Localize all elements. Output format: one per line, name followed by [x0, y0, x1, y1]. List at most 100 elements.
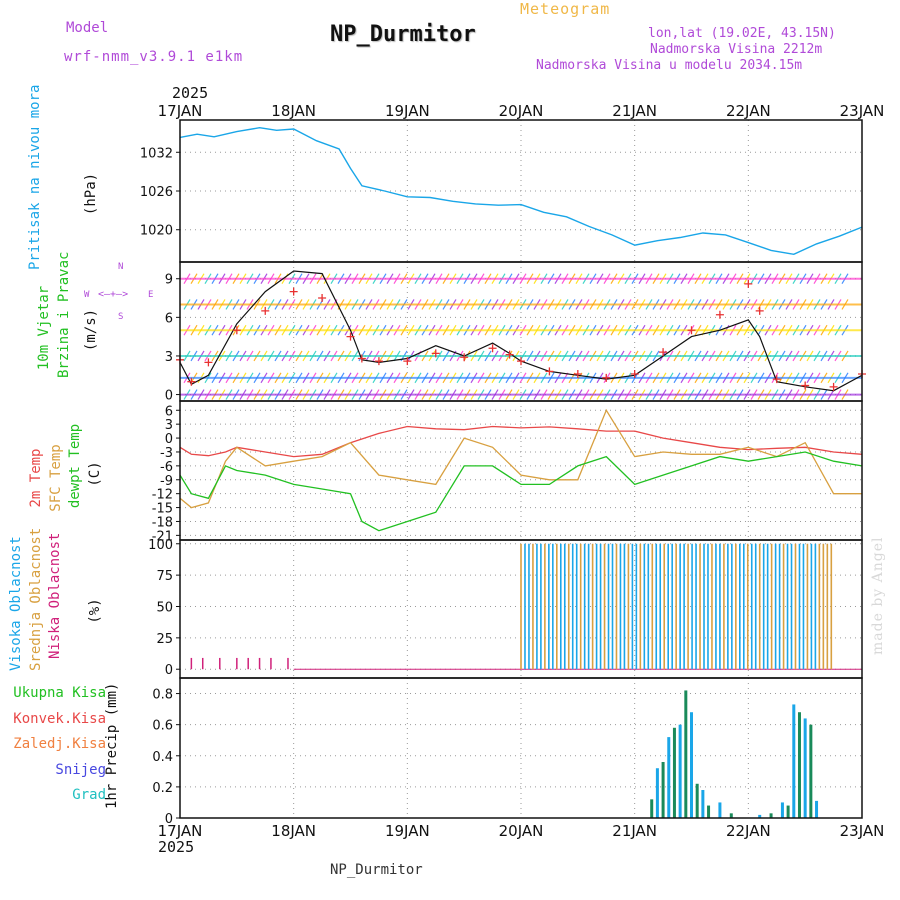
gust-marker [232, 326, 241, 335]
precip-bar [661, 762, 665, 818]
gust-marker [687, 326, 696, 335]
precip-bar [690, 712, 693, 818]
y-tick-label: 0 [165, 663, 173, 678]
precip-bar [655, 768, 659, 818]
wind-compass: W E N S <—+—> [84, 262, 156, 322]
meteogram-label: Meteogram [520, 0, 611, 18]
precip-bar [678, 724, 682, 818]
legend-rain-freezing: Zaledj.Kisa [13, 736, 106, 752]
precip-bar [695, 783, 699, 818]
panel-frame-5 [179, 677, 863, 819]
y-tick-label: -21 [152, 529, 173, 544]
precip-bar [792, 704, 796, 818]
legend-hail: Grad [72, 787, 106, 803]
pressure-unit-label: (hPa) [83, 172, 99, 216]
precip-bar [769, 813, 773, 818]
y-tick-label: 0 [165, 389, 173, 404]
gust-marker [715, 310, 724, 319]
gust-marker [772, 375, 781, 384]
precip-bar [815, 800, 819, 818]
y-tick-label: 50 [156, 600, 173, 615]
y-tick-label: 0.2 [152, 781, 173, 796]
wind-axis-label-b: Brzina i Pravac [56, 251, 72, 378]
precip-bar [718, 802, 722, 818]
x-tick-label-bottom: 23JAN [840, 822, 885, 840]
x-tick-label-bottom: 22JAN [726, 822, 771, 840]
x-tick-label-bottom: 17JAN [158, 822, 203, 840]
gust-marker [318, 294, 327, 303]
temp-2m-label: 2m Temp [28, 448, 44, 508]
y-tick-label: 1032 [140, 146, 173, 161]
altitude-info: Nadmorska Visina 2212m [650, 42, 823, 57]
station-title: NP_Durmitor [330, 22, 476, 47]
precip-bar [672, 727, 676, 818]
footer-station: NP_Durmitor [330, 862, 423, 878]
cloud-high-label: Visoka Oblacnost [8, 536, 24, 671]
top-year: 2025 [172, 84, 209, 102]
x-tick-label-top: 18JAN [271, 102, 316, 120]
gust-marker [187, 377, 196, 386]
pressure-line [179, 126, 863, 256]
wind-axis-label-a: 10m Vjetar [36, 285, 52, 371]
credit-watermark: made by Angel [870, 537, 890, 656]
x-tick-label-top: 17JAN [158, 102, 203, 120]
x-tick-label-top: 21JAN [612, 102, 657, 120]
x-tick-label-top: 19JAN [385, 102, 430, 120]
y-tick-label: 6 [165, 404, 173, 419]
gust-marker [517, 357, 525, 366]
y-tick-label: 100 [148, 538, 173, 553]
legend-rain-conv: Konvek.Kisa [13, 711, 106, 727]
gust-marker [505, 350, 514, 359]
temp-dewpt-line [179, 451, 863, 532]
model-altitude-info: Nadmorska Visina u modelu 2034.15m [536, 58, 803, 73]
precip-bar [797, 712, 801, 818]
gust-marker [573, 369, 582, 378]
gust-marker [289, 287, 298, 296]
y-tick-label: -12 [152, 488, 173, 503]
gust-marker [630, 369, 639, 378]
lonlat-info: lon,lat (19.02E, 43.15N) [648, 26, 836, 41]
x-tick-label-top: 23JAN [840, 102, 885, 120]
gust-marker [602, 373, 611, 382]
gust-marker [204, 358, 213, 367]
precip-axis-label: 1hr Precip (mm) [104, 682, 120, 809]
gust-marker [261, 306, 270, 315]
temp-2m-line [179, 425, 863, 458]
compass-s: S [118, 312, 124, 322]
gust-marker [431, 349, 440, 358]
precip-bar [684, 690, 688, 818]
temp-unit-label: (C) [87, 461, 103, 487]
gust-marker [403, 357, 412, 366]
credit-text: made by Angel [870, 536, 886, 656]
y-tick-label: 3 [165, 350, 173, 365]
x-tick-label-top: 22JAN [726, 102, 771, 120]
legend-rain-total: Ukupna Kisa [13, 685, 106, 701]
legend-snow: Snijeg [55, 762, 106, 778]
temp-sfc-line [179, 408, 862, 509]
gust-marker [357, 354, 366, 363]
y-tick-label: 0 [165, 812, 173, 827]
gust-marker [374, 357, 383, 366]
compass-arrow-icon: <—+—> [98, 289, 129, 300]
cloud-mid-label: Srednja Oblacnost [28, 527, 44, 671]
precip-bar [786, 805, 790, 818]
y-tick-label: 0.6 [152, 719, 173, 734]
x-tick-label-bottom: 21JAN [612, 822, 657, 840]
model-name: wrf-nmm_v3.9.1 e1km [64, 49, 244, 65]
precip-bar [803, 718, 807, 818]
y-tick-label: -9 [160, 474, 173, 489]
precip-bar [701, 790, 705, 818]
y-tick-label: 25 [156, 632, 173, 647]
temp-sfc-label: SFC Temp [48, 444, 64, 512]
compass-w: W [84, 290, 90, 300]
precip-bar [650, 799, 654, 818]
precip-bar [780, 802, 784, 818]
gust-marker [801, 381, 810, 390]
temp-dewpt-label: dewpt Temp [67, 423, 83, 509]
compass-e: E [148, 290, 154, 300]
y-tick-label: -18 [152, 515, 173, 530]
gust-marker [488, 344, 497, 353]
gust-marker [346, 332, 355, 341]
gust-marker [755, 306, 764, 315]
